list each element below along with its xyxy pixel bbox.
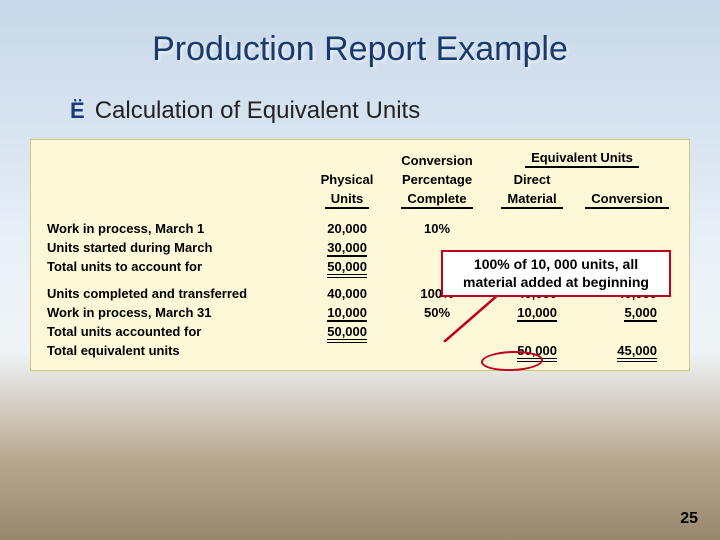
col-header: Complete bbox=[401, 191, 472, 209]
page-title: Production Report Example bbox=[40, 30, 680, 69]
row-label: Total units to account for bbox=[43, 257, 307, 276]
table-container: Conversion Equivalent Units Physical Per… bbox=[30, 139, 690, 371]
col-header: Equivalent Units bbox=[525, 150, 639, 168]
callout-connector-icon bbox=[439, 294, 509, 342]
slide: Production Report Example Ë Calculation … bbox=[0, 0, 720, 540]
subtitle-text: Calculation of Equivalent Units bbox=[95, 97, 421, 125]
table-row: Total equivalent units 50,000 45,000 bbox=[43, 341, 677, 360]
row-label: Total units accounted for bbox=[43, 322, 307, 341]
cell-value: 50,000 bbox=[327, 324, 367, 343]
col-header: Conversion bbox=[585, 191, 669, 209]
row-label: Units completed and transferred bbox=[43, 284, 307, 303]
table-row: Total units accounted for 50,000 bbox=[43, 322, 677, 341]
table-row: Work in process, March 1 20,000 10% bbox=[43, 219, 677, 238]
cell-value: 10,000 bbox=[327, 305, 367, 322]
col-header: Physical bbox=[321, 172, 374, 187]
table-row: Work in process, March 31 10,000 50% 10,… bbox=[43, 303, 677, 322]
cell-value: 5,000 bbox=[624, 305, 657, 322]
row-label: Work in process, March 1 bbox=[43, 219, 307, 238]
cell-value: 40,000 bbox=[307, 284, 387, 303]
cell-value: 10% bbox=[387, 219, 487, 238]
callout-text: material added at beginning bbox=[449, 274, 663, 292]
bullet-icon: Ë bbox=[70, 98, 85, 124]
page-number: 25 bbox=[680, 510, 698, 528]
cell-value: 50,000 bbox=[327, 259, 367, 278]
cell-value: 30,000 bbox=[327, 240, 367, 257]
callout-box: 100% of 10, 000 units, all material adde… bbox=[441, 250, 671, 297]
col-header: Conversion bbox=[401, 153, 473, 168]
row-label: Work in process, March 31 bbox=[43, 303, 307, 322]
col-header: Units bbox=[325, 191, 370, 209]
col-header: Percentage bbox=[402, 172, 472, 187]
callout-text: 100% of 10, 000 units, all bbox=[449, 256, 663, 274]
row-label: Total equivalent units bbox=[43, 341, 307, 360]
row-label: Units started during March bbox=[43, 238, 307, 257]
col-header: Direct bbox=[514, 172, 551, 187]
cell-value: 10,000 bbox=[517, 305, 557, 322]
cell-value: 45,000 bbox=[617, 343, 657, 362]
subtitle-row: Ë Calculation of Equivalent Units bbox=[70, 97, 680, 125]
col-header: Material bbox=[501, 191, 562, 209]
cell-value: 20,000 bbox=[307, 219, 387, 238]
